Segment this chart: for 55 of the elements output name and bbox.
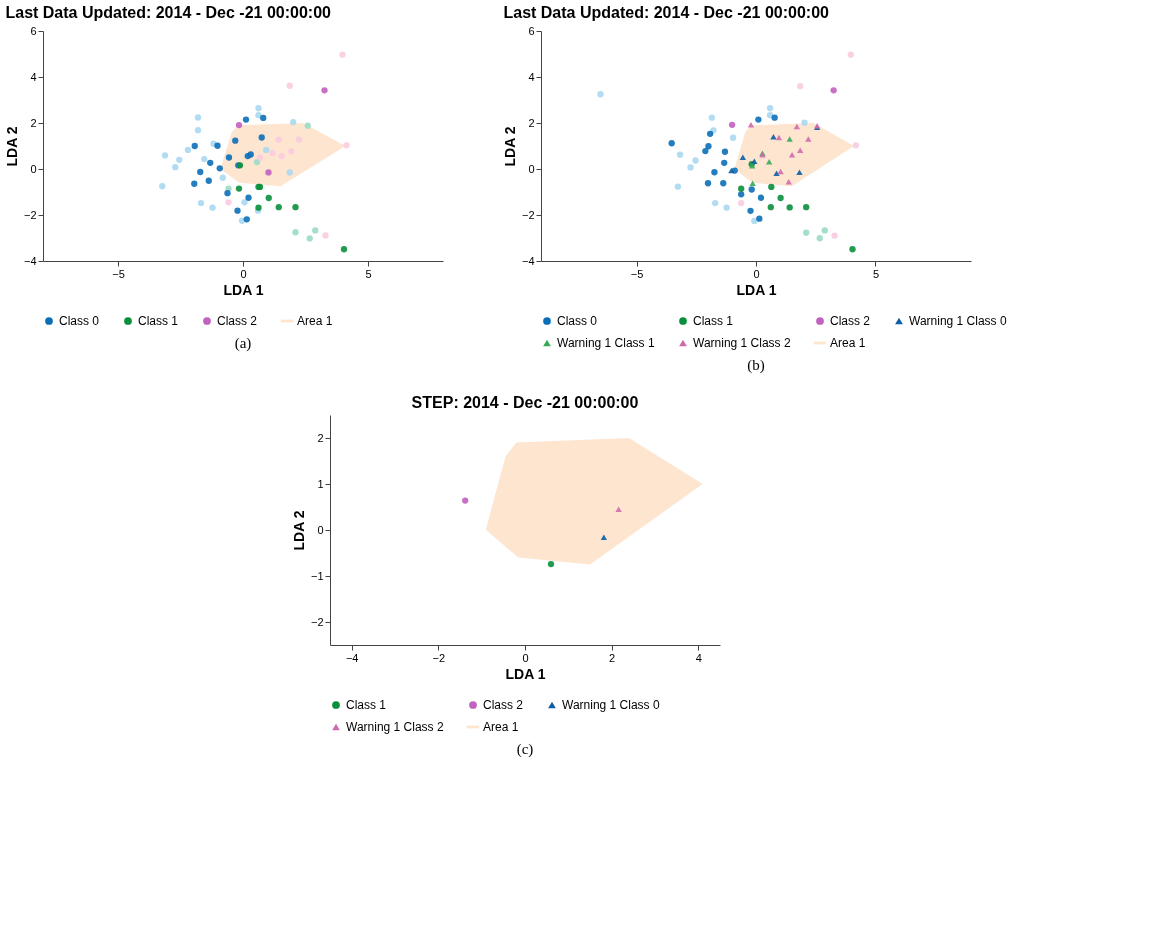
x-tick-label: −4 xyxy=(345,651,359,664)
y-tick-label: 0 xyxy=(528,162,535,175)
y-axis-title: LDA 2 xyxy=(3,126,20,167)
y-tick-label: 0 xyxy=(317,523,324,536)
x-axis-title: LDA 1 xyxy=(505,665,546,682)
x-axis-title: LDA 1 xyxy=(223,281,264,298)
y-tick-label: 4 xyxy=(528,70,535,83)
chart-title: Last Data Updated: 2014 - Dec -21 00:00:00 xyxy=(503,4,830,21)
legend-label: Warning 1 Class 2 xyxy=(693,336,791,350)
y-tick-label: 1 xyxy=(317,477,324,490)
x-tick-label: 4 xyxy=(695,651,702,664)
legend-label: Class 1 xyxy=(346,698,387,712)
legend-label: Class 2 xyxy=(830,314,871,328)
legend-label: Area 1 xyxy=(483,720,519,734)
legend-label: Area 1 xyxy=(297,314,333,328)
text: (b) xyxy=(747,357,765,374)
x-tick-label: −5 xyxy=(112,267,125,280)
legend-label: Warning 1 Class 0 xyxy=(562,698,660,712)
x-tick-label: 5 xyxy=(365,267,372,280)
legend-label: Class 0 xyxy=(557,314,598,328)
legend-label: Area 1 xyxy=(830,336,866,350)
x-tick-label: 5 xyxy=(872,267,880,280)
y-tick-label: 6 xyxy=(30,24,37,37)
legend-label: Class 0 xyxy=(59,314,100,328)
legend-label: Warning 1 Class 0 xyxy=(909,314,1007,328)
legend-label: Warning 1 Class 1 xyxy=(557,336,655,350)
text: (a) xyxy=(234,335,252,352)
y-tick-label: −4 xyxy=(23,254,37,267)
x-tick-label: −2 xyxy=(432,651,446,664)
y-tick-label: 0 xyxy=(30,162,37,175)
y-tick-label: 2 xyxy=(30,116,37,129)
x-tick-label: 2 xyxy=(609,651,616,664)
y-tick-label: 2 xyxy=(317,431,324,444)
y-tick-label: 4 xyxy=(30,70,37,83)
x-tick-label: 0 xyxy=(240,267,247,280)
y-tick-label: 2 xyxy=(528,116,535,129)
legend-label: Class 2 xyxy=(483,698,524,712)
y-tick-label: 6 xyxy=(528,24,535,37)
y-tick-label: −1 xyxy=(310,569,324,582)
y-tick-label: −2 xyxy=(310,615,324,628)
chart-title: Last Data Updated: 2014 - Dec -21 00:00:00 xyxy=(5,4,332,21)
legend-label: Warning 1 Class 2 xyxy=(346,720,444,734)
x-axis-title: LDA 1 xyxy=(736,281,777,298)
x-tick-label: 0 xyxy=(753,267,760,280)
x-tick-label: −5 xyxy=(630,267,644,280)
text: (c) xyxy=(516,741,534,758)
legend-label: Class 1 xyxy=(693,314,734,328)
y-axis-title: LDA 2 xyxy=(501,126,518,167)
y-axis-title: LDA 2 xyxy=(290,510,307,551)
y-tick-label: −2 xyxy=(521,208,535,221)
legend-label: Class 2 xyxy=(217,314,258,328)
legend-label: Class 1 xyxy=(138,314,179,328)
y-tick-label: −4 xyxy=(521,254,535,267)
y-tick-label: −2 xyxy=(23,208,37,221)
chart-title: STEP: 2014 - Dec -21 00:00:00 xyxy=(411,394,639,411)
